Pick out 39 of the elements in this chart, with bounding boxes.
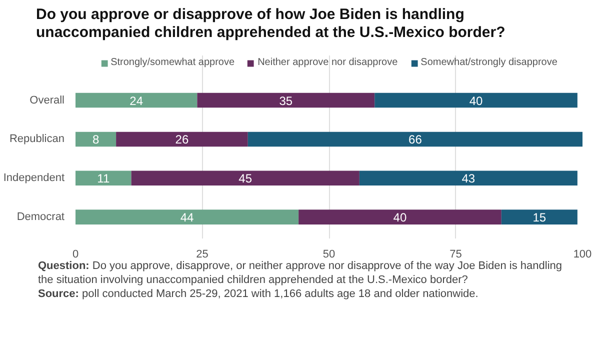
bar: [76, 132, 116, 147]
source-note: Source: poll conducted March 25-29, 2021 with 1,166 adults age 18 and older nationwide.: [38, 288, 478, 302]
legend-label: Strongly/somewhat approve: [110, 57, 235, 68]
y-tick-label: Independent: [3, 172, 64, 184]
y-tick-label: Democrat: [16, 211, 65, 224]
data-label: 8: [92, 132, 100, 147]
y-tick-label: Republican: [9, 133, 65, 146]
bar: [76, 92, 198, 108]
bar: [501, 210, 578, 224]
x-tick-label: 25: [196, 248, 208, 260]
x-tick-label: 75: [450, 248, 462, 260]
data-label: 45: [238, 172, 252, 186]
text: Question: Do you approve, disapprove, or neither approve nor disapprove of the way Joe Biden is handling the situation involving unaccompanied children apprehended at the U.S.-Mexico border?: [38, 260, 564, 288]
data-label: 24: [130, 94, 144, 108]
bar: [131, 170, 360, 186]
data-label: 44: [180, 210, 194, 225]
legend-label: Neither approve nor disapprove: [258, 57, 398, 68]
bar: [359, 170, 578, 186]
bar: [76, 170, 132, 186]
data-label: 43: [462, 172, 476, 186]
bar: [116, 132, 248, 147]
data-label: 40: [469, 94, 484, 108]
x-tick-label: 100: [573, 248, 592, 260]
x-tick-label: 50: [322, 248, 336, 260]
x-tick-label: 0: [72, 248, 79, 260]
data-label: 15: [532, 210, 546, 225]
chart-title: Do you approve or disapprove of how Joe Biden is handling unaccompanied children apprehended at the U.S.-Mexico border?: [36, 6, 506, 42]
bar: [248, 132, 582, 147]
data-label: 11: [97, 172, 110, 186]
data-label: 66: [408, 132, 422, 147]
legend-label: Somewhat/strongly disapprove: [420, 57, 558, 68]
data-label: 35: [279, 94, 293, 108]
data-label: 40: [393, 210, 407, 225]
bar: [197, 92, 375, 108]
bar: [298, 210, 502, 224]
y-tick-label: Overall: [30, 94, 64, 106]
bar: [374, 92, 578, 108]
bar: [76, 210, 299, 224]
data-label: 26: [175, 132, 189, 147]
